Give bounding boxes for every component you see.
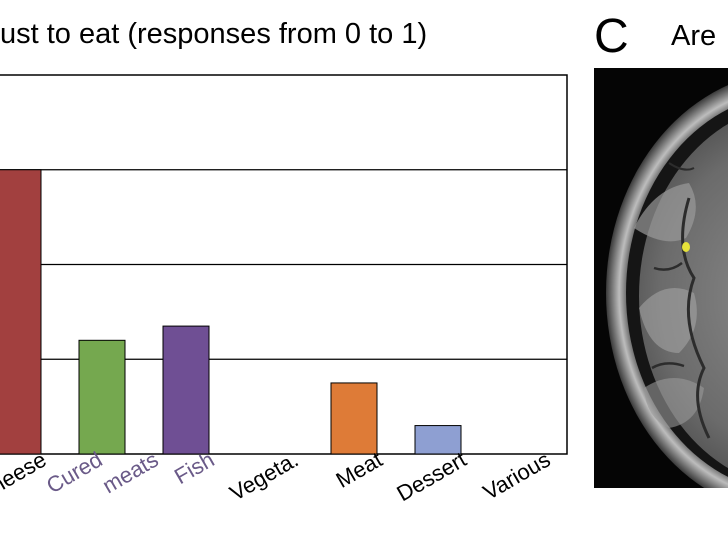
- x-tick-label: Vegeta.: [225, 447, 302, 506]
- panel-c-letter: C: [594, 10, 629, 63]
- x-tick-label: Dessert: [392, 447, 470, 507]
- chart-title: ust to eat (responses from 0 to 1): [0, 18, 428, 50]
- bar-heese: [0, 169, 42, 455]
- bar-meat: [330, 382, 378, 455]
- bar-cured-meats: [78, 339, 126, 455]
- activation-spot: [682, 242, 690, 252]
- x-tick-label: Various: [479, 447, 555, 505]
- bar-fish: [162, 325, 210, 455]
- brain-mri-image: [594, 68, 728, 488]
- panel-c-title: Are: [671, 20, 717, 52]
- bar-dessert: [414, 425, 462, 455]
